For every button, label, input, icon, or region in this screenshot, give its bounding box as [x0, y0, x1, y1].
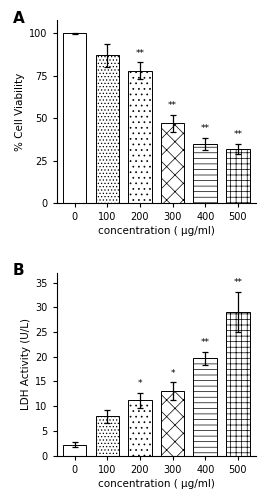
Y-axis label: % Cell Viability: % Cell Viability [15, 72, 25, 150]
Text: *: * [138, 380, 142, 388]
Text: *: * [170, 369, 175, 378]
Text: **: ** [135, 48, 144, 58]
Bar [128, 70, 152, 203]
Y-axis label: LDH Activity (U/L): LDH Activity (U/L) [21, 318, 31, 410]
Bar [226, 312, 250, 456]
Bar [226, 148, 250, 203]
Bar [161, 124, 184, 203]
Bar [63, 445, 86, 456]
Bar [194, 358, 217, 456]
X-axis label: concentration ( μg/ml): concentration ( μg/ml) [98, 479, 215, 489]
Text: **: ** [168, 101, 177, 110]
Bar [161, 392, 184, 456]
X-axis label: concentration ( μg/ml): concentration ( μg/ml) [98, 226, 215, 236]
Text: A: A [13, 10, 25, 26]
Bar [128, 400, 152, 456]
Text: **: ** [201, 124, 210, 133]
Bar [194, 144, 217, 203]
Bar [63, 34, 86, 203]
Bar [96, 416, 119, 456]
Text: **: ** [233, 130, 242, 139]
Text: B: B [13, 264, 24, 278]
Text: **: ** [201, 338, 210, 347]
Text: **: ** [233, 278, 242, 287]
Bar [96, 56, 119, 203]
